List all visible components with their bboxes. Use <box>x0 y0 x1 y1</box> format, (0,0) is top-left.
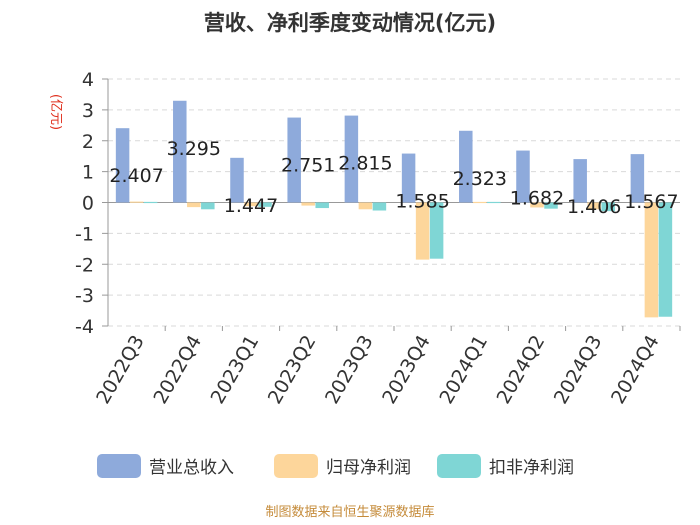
y-tick-label: 2 <box>82 131 94 153</box>
y-tick-label: -2 <box>75 254 94 276</box>
data-label-revenue-2024Q1: 2.323 <box>453 168 507 190</box>
source-note: 制图数据来自恒生聚源数据库 <box>265 504 434 520</box>
bar-net-profit-excl-2023Q1 <box>258 202 272 207</box>
y-tick-label: 1 <box>82 162 94 184</box>
y-axis-unit-label: (亿元) <box>48 94 63 130</box>
y-tick-label: 0 <box>82 193 94 215</box>
data-label-revenue-2023Q3: 2.815 <box>338 153 392 175</box>
bar-net-profit-2022Q4 <box>187 202 201 208</box>
data-label-revenue-2024Q3: 1.406 <box>567 196 621 218</box>
bars <box>115 100 673 318</box>
bar-revenue-2022Q3 <box>115 128 130 203</box>
x-tick-label-2024Q2: 2024Q2 <box>493 332 550 408</box>
bar-net-profit-2022Q3 <box>129 201 144 203</box>
bar-revenue-2024Q3 <box>573 159 587 203</box>
x-tick-label-2023Q3: 2023Q3 <box>321 332 378 408</box>
bar-net-profit-2023Q3 <box>358 202 373 210</box>
bar-net-profit-excl-2024Q4 <box>658 202 673 317</box>
x-tick-label-2024Q1: 2024Q1 <box>435 332 492 408</box>
x-tick-label-2022Q4: 2022Q4 <box>149 332 206 408</box>
legend-swatch-2 <box>437 454 481 478</box>
bar-revenue-2023Q2 <box>287 117 301 203</box>
bar-net-profit-2023Q2 <box>301 202 315 206</box>
y-axis: 4 3 2 1 0 -1 -2 -3 -4 <box>75 69 680 338</box>
bar-net-profit-excl-2024Q1 <box>487 201 501 204</box>
data-label-revenue-2023Q4: 1.585 <box>395 191 449 213</box>
y-tick-label: -1 <box>75 223 94 245</box>
x-tick-label-2023Q4: 2023Q4 <box>378 332 435 408</box>
bar-revenue-2023Q1 <box>230 157 244 203</box>
legend-swatch-1 <box>274 454 318 478</box>
data-label-revenue-2024Q2: 1.682 <box>510 188 564 210</box>
bar-net-profit-2024Q4 <box>644 202 659 318</box>
legend: 营业总收入 归母净利润 扣非净利润 <box>97 454 574 478</box>
bar-revenue-2024Q2 <box>516 150 530 203</box>
bar-revenue-2023Q4 <box>401 153 416 203</box>
legend-swatch-0 <box>97 454 141 478</box>
bar-net-profit-2024Q3 <box>587 202 601 210</box>
bar-net-profit-2023Q1 <box>244 202 258 207</box>
data-label-revenue-2022Q3: 2.407 <box>109 165 163 187</box>
legend-label-2: 扣非净利润 <box>489 458 574 478</box>
x-axis: 2022Q3 2022Q4 2023Q1 2023Q2 2023Q3 2023Q4 2024… <box>92 326 681 408</box>
data-label-revenue-2023Q2: 2.751 <box>281 155 335 177</box>
bar-net-profit-2024Q1 <box>473 201 487 204</box>
y-tick-label: -4 <box>75 316 94 338</box>
data-label-revenue-2023Q1: 1.447 <box>224 195 278 217</box>
bar-net-profit-excl-2024Q3 <box>601 202 615 212</box>
x-tick-label-2023Q1: 2023Q1 <box>207 332 264 408</box>
bar-net-profit-excl-2022Q4 <box>201 202 215 210</box>
bar-revenue-2024Q4 <box>630 154 645 203</box>
x-tick-label-2022Q3: 2022Q3 <box>92 332 149 408</box>
y-tick-label: 3 <box>82 100 94 122</box>
x-tick-label-2024Q4: 2024Q4 <box>607 332 664 408</box>
legend-label-1: 归母净利润 <box>326 458 411 478</box>
y-tick-label: 4 <box>82 69 94 91</box>
bar-net-profit-excl-2024Q2 <box>544 202 558 209</box>
data-label-revenue-2024Q4: 1.567 <box>624 191 678 213</box>
bar-net-profit-excl-2022Q3 <box>143 201 158 204</box>
bar-net-profit-excl-2023Q2 <box>315 202 329 209</box>
chart-title: 营收、净利季度变动情况(亿元) <box>204 11 496 35</box>
x-tick-label-2024Q3: 2024Q3 <box>550 332 607 408</box>
bar-net-profit-2024Q2 <box>530 202 544 208</box>
y-tick-label: -3 <box>75 285 94 307</box>
bar-net-profit-2023Q4 <box>415 202 430 260</box>
bar-revenue-2022Q4 <box>173 100 187 203</box>
legend-label-0: 营业总收入 <box>149 458 234 478</box>
data-label-revenue-2022Q4: 3.295 <box>167 138 221 160</box>
bar-net-profit-excl-2023Q4 <box>429 202 444 259</box>
bar-revenue-2024Q1 <box>459 130 473 203</box>
x-tick-label-2023Q2: 2023Q2 <box>264 332 321 408</box>
bar-net-profit-excl-2023Q3 <box>372 202 387 211</box>
bar-revenue-2023Q3 <box>344 115 359 203</box>
